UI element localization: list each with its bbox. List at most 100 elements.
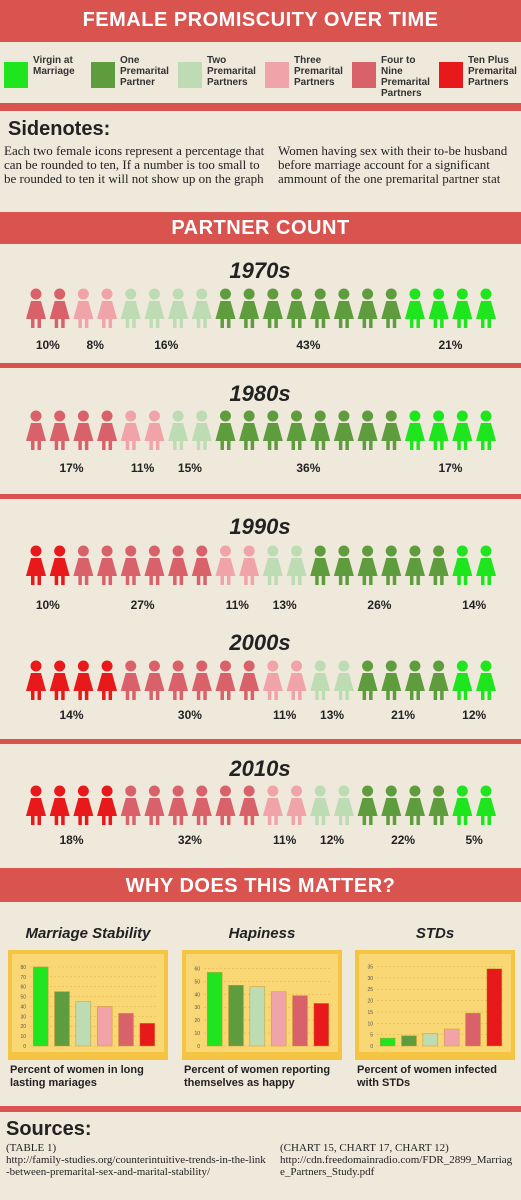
icon-body bbox=[168, 673, 189, 691]
icon-head bbox=[456, 545, 468, 557]
icon-body bbox=[428, 558, 449, 576]
percent-label: 14% bbox=[59, 708, 84, 722]
y-tick-label: 10 bbox=[367, 1021, 373, 1027]
icon-head bbox=[338, 410, 350, 422]
icon-leg bbox=[392, 691, 397, 700]
icon-head bbox=[267, 545, 279, 557]
percent-label: 43% bbox=[296, 338, 321, 352]
icon-head bbox=[314, 545, 326, 557]
icon-leg bbox=[84, 691, 89, 700]
icon-leg bbox=[84, 441, 89, 450]
icon-leg bbox=[321, 691, 326, 700]
icon-head bbox=[101, 785, 113, 797]
icon-leg bbox=[291, 576, 296, 585]
icon-leg bbox=[102, 816, 106, 825]
y-tick-label: 30 bbox=[367, 976, 373, 982]
icon-body bbox=[452, 798, 473, 816]
icon-leg bbox=[250, 576, 255, 585]
icon-group bbox=[310, 660, 354, 700]
icon-head bbox=[101, 545, 113, 557]
icon-body bbox=[333, 673, 354, 691]
icon-group bbox=[262, 660, 307, 700]
percent-label: 11% bbox=[225, 598, 249, 612]
icon-head bbox=[385, 545, 397, 557]
icon-body bbox=[404, 798, 425, 816]
icon-body bbox=[97, 673, 118, 691]
icon-leg bbox=[386, 816, 390, 825]
percent-label: 13% bbox=[272, 598, 297, 612]
icon-group bbox=[452, 660, 496, 700]
legend-label: Three Premarital Partners bbox=[294, 55, 343, 88]
icon-body bbox=[120, 798, 141, 816]
icon-leg bbox=[267, 816, 272, 825]
icon-body bbox=[333, 423, 354, 441]
icon-group bbox=[215, 545, 260, 585]
icon-leg bbox=[321, 441, 326, 450]
icon-leg bbox=[125, 441, 130, 450]
percent-label: 16% bbox=[154, 338, 179, 352]
icon-head bbox=[77, 410, 89, 422]
bar bbox=[443, 1028, 460, 1047]
percent-label: 10% bbox=[35, 598, 60, 612]
icon-leg bbox=[369, 441, 373, 450]
icon-body bbox=[239, 423, 260, 441]
icon-head bbox=[125, 288, 137, 300]
percent-label: 5% bbox=[465, 833, 483, 847]
icon-body bbox=[381, 423, 402, 441]
icon-body bbox=[168, 301, 189, 319]
icon-head bbox=[456, 410, 468, 422]
icon-leg bbox=[338, 576, 343, 585]
icon-leg bbox=[315, 319, 319, 328]
icon-leg bbox=[132, 691, 136, 700]
icon-leg bbox=[481, 319, 485, 328]
icon-leg bbox=[37, 441, 41, 450]
icon-body bbox=[404, 423, 425, 441]
icon-leg bbox=[345, 441, 349, 450]
icon-leg bbox=[54, 319, 59, 328]
icon-leg bbox=[37, 691, 41, 700]
icon-body bbox=[476, 798, 496, 816]
icon-leg bbox=[108, 441, 113, 450]
icon-leg bbox=[179, 691, 184, 700]
icon-leg bbox=[321, 576, 326, 585]
icon-leg bbox=[481, 816, 485, 825]
icon-group bbox=[262, 785, 307, 825]
icon-leg bbox=[78, 691, 82, 700]
icon-leg bbox=[220, 576, 224, 585]
icon-body bbox=[381, 558, 402, 576]
icon-head bbox=[267, 660, 279, 672]
icon-leg bbox=[345, 319, 349, 328]
icon-group bbox=[310, 785, 354, 825]
icon-leg bbox=[220, 319, 224, 328]
divider bbox=[0, 103, 521, 111]
icon-leg bbox=[149, 691, 153, 700]
icon-leg bbox=[31, 441, 35, 450]
icon-leg bbox=[362, 576, 367, 585]
icon-group bbox=[73, 545, 212, 585]
icon-leg bbox=[457, 816, 461, 825]
icon-leg bbox=[345, 576, 349, 585]
icon-leg bbox=[61, 816, 65, 825]
icon-leg bbox=[481, 691, 485, 700]
icon-head bbox=[125, 545, 137, 557]
icon-head bbox=[148, 288, 160, 300]
icon-head bbox=[148, 545, 160, 557]
divider bbox=[0, 494, 521, 499]
bar bbox=[292, 995, 308, 1047]
icon-leg bbox=[274, 576, 278, 585]
icon-leg bbox=[409, 319, 414, 328]
icon-leg bbox=[362, 441, 367, 450]
icon-body bbox=[286, 798, 307, 816]
icon-leg bbox=[102, 441, 106, 450]
icon-leg bbox=[203, 441, 207, 450]
icon-body bbox=[357, 798, 378, 816]
icon-body bbox=[286, 673, 307, 691]
icon-leg bbox=[362, 691, 367, 700]
icon-leg bbox=[291, 691, 296, 700]
legend-label: Four to Nine Premarital Partners bbox=[381, 55, 430, 99]
icon-head bbox=[219, 660, 231, 672]
y-tick-label: 25 bbox=[367, 987, 373, 993]
section-band bbox=[0, 868, 521, 902]
icon-leg bbox=[440, 816, 444, 825]
icon-leg bbox=[61, 576, 65, 585]
